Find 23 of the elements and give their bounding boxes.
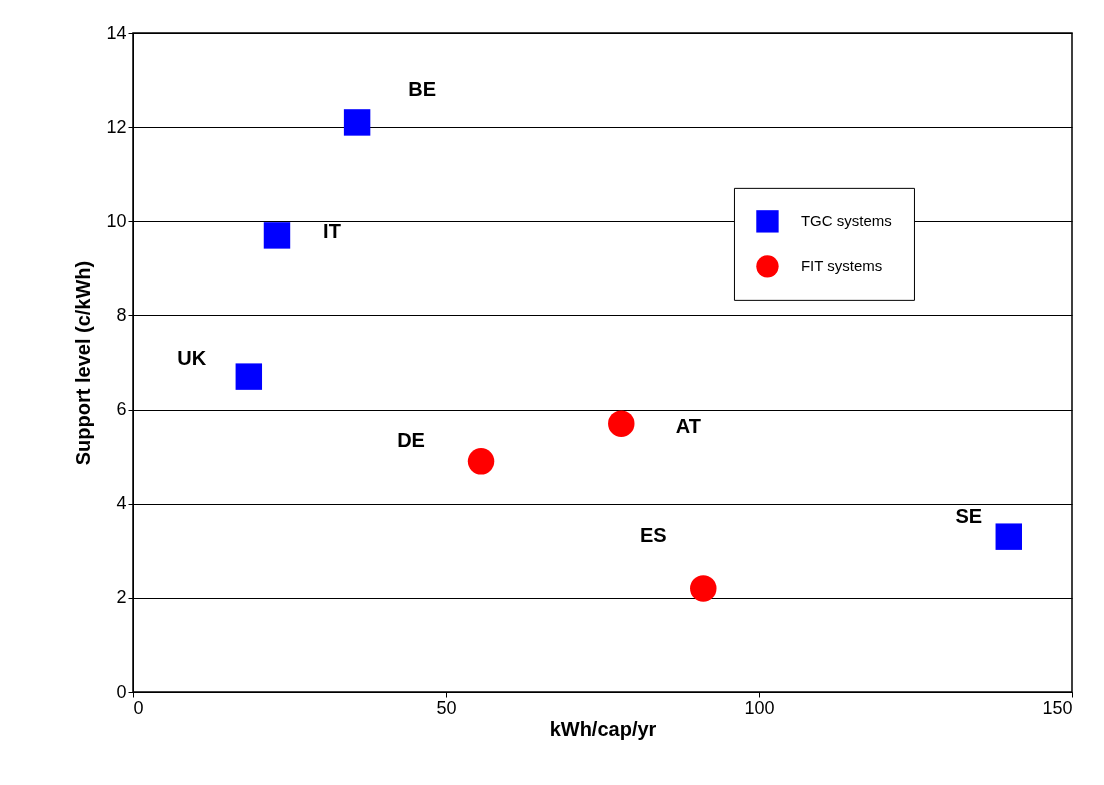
y-tick-label: 0	[116, 681, 127, 702]
y-axis-title: Support level (c/kWh)	[72, 260, 95, 466]
annotation: ES	[639, 524, 667, 547]
y-tick-label: 4	[116, 493, 127, 514]
x-tick-label: 0	[133, 697, 144, 718]
annotation: UK	[177, 346, 207, 369]
annotation: DE	[397, 429, 425, 452]
y-tick-label: 10	[106, 210, 127, 231]
y-tick-label: 14	[106, 22, 127, 43]
annotation: BE	[408, 78, 437, 101]
x-axis-title: kWh/cap/yr	[549, 717, 657, 740]
y-tick-label: 6	[116, 399, 127, 420]
legend-label: TGC systems	[800, 212, 892, 230]
legend-label: FIT systems	[800, 257, 883, 275]
y-tick-label: 8	[116, 304, 127, 325]
y-tick-label: 12	[106, 116, 127, 137]
x-tick-label: 100	[744, 697, 775, 718]
annotation: SE	[955, 504, 983, 527]
y-tick-label: 2	[116, 587, 127, 608]
annotation: IT	[323, 220, 341, 243]
annotation: AT	[675, 414, 701, 437]
x-tick-label: 150	[1042, 697, 1073, 718]
x-tick-label: 50	[436, 697, 457, 718]
